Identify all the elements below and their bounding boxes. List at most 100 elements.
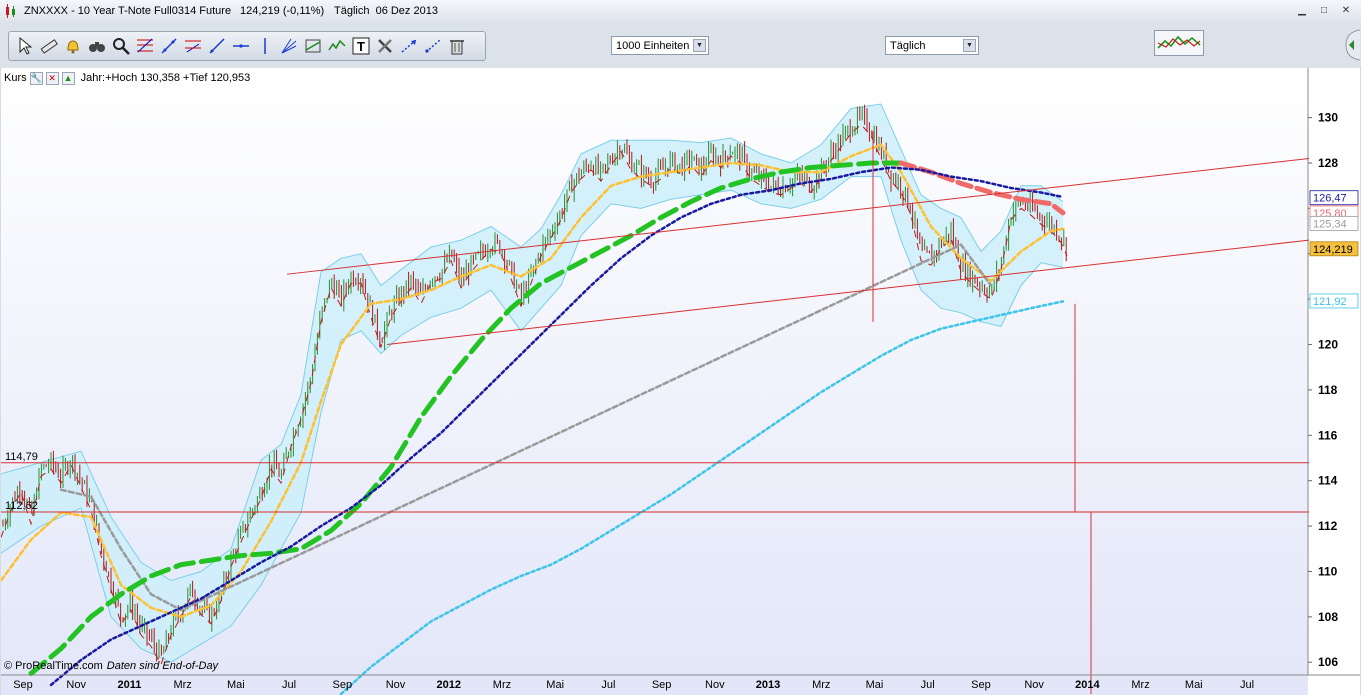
moving-average-dot-cyan	[339, 300, 1065, 695]
instrument-title: ZNXXXX - 10 Year T-Note Full0314 Future	[24, 5, 232, 17]
x-tick-label: Sep	[652, 679, 672, 691]
ruler-icon[interactable]	[37, 34, 60, 58]
x-tick-label: Sep	[971, 679, 991, 691]
minimize-icon[interactable]: ▁	[1298, 5, 1306, 16]
hline-label: 114,79	[5, 451, 38, 463]
trash-icon[interactable]	[445, 34, 468, 58]
x-tick-label: 2012	[436, 679, 460, 691]
trend-line	[386, 239, 1310, 346]
hline-label: 112,62	[5, 500, 38, 512]
units-select[interactable]: 1000 Einheiten ▼	[611, 36, 709, 55]
price-chart[interactable]: 114,79 112,62 106 108 110 112 114 116 118 120 128 1…	[1, 68, 1360, 695]
regression-icon[interactable]	[301, 34, 324, 58]
y-tick-label: 106	[1318, 655, 1338, 669]
price-badge-label: 121,92	[1313, 296, 1347, 308]
hline-icon[interactable]	[229, 34, 252, 58]
close-panel-icon[interactable]: ✕	[45, 71, 59, 85]
candlestick-app-icon	[6, 4, 15, 18]
x-tick-label: Mrz	[173, 679, 191, 691]
x-tick-label: 2014	[1075, 679, 1100, 691]
vline-icon[interactable]	[253, 34, 276, 58]
svg-text:T: T	[357, 39, 365, 54]
segment-icon[interactable]	[205, 34, 228, 58]
chevron-down-icon[interactable]: ▼	[963, 39, 976, 52]
moving-average-dot-navy	[49, 166, 1065, 687]
moving-average-dash-gray	[59, 243, 993, 612]
x-tick-label: Nov	[705, 679, 725, 691]
cursor-icon[interactable]	[13, 34, 36, 58]
ma-fast-red	[1, 123, 1068, 666]
drawing-toolbar: T 1000 Einheiten ▼ Täglich ▼	[0, 22, 1361, 69]
price-change: 124,219 (-0,11%)	[240, 5, 325, 17]
price-badge	[1309, 241, 1359, 257]
bollinger-upper	[1, 103, 1064, 582]
channel-icon[interactable]	[181, 34, 204, 58]
x-tick-label: Mrz	[812, 679, 830, 691]
x-tick-label: Mrz	[493, 679, 511, 691]
maximize-icon[interactable]: □	[1320, 5, 1328, 16]
range-text: Jahr:+Hoch 130,358 +Tief 120,953	[80, 72, 251, 84]
tool-group: T	[8, 31, 486, 61]
x-tick-label: Mai	[546, 679, 564, 691]
indicators-icon[interactable]	[1154, 30, 1204, 56]
bollinger-lower	[1, 176, 1064, 663]
chart-area[interactable]: 114,79 112,62 106 108 110 112 114 116 118 120 128 1…	[1, 68, 1360, 695]
wrench-icon[interactable]: 🔧	[29, 71, 43, 85]
x-tick-label: Nov	[386, 679, 406, 691]
footer-note: © ProRealTime.com Daten sind End-of-Day	[4, 660, 218, 672]
price-badge	[1309, 190, 1359, 206]
x-tick-label: Jul	[282, 679, 296, 691]
price-badge-label: 126,47	[1313, 193, 1347, 205]
x-tick-label: Jul	[601, 679, 615, 691]
arrows2-icon[interactable]	[421, 34, 444, 58]
y-axis-background	[1308, 68, 1360, 695]
chevron-down-icon[interactable]: ▼	[693, 39, 706, 52]
line-icon[interactable]	[157, 34, 180, 58]
x-tick-label: Mai	[866, 679, 884, 691]
y-tick-label: 112	[1318, 519, 1338, 533]
trend-line	[286, 157, 1310, 275]
fan-icon[interactable]	[277, 34, 300, 58]
period-select[interactable]: Täglich ▼	[885, 36, 979, 55]
price-badge	[1309, 215, 1359, 231]
y-tick-label: 118	[1318, 383, 1338, 397]
bollinger-band	[1, 104, 1063, 663]
x-tick-label: Mrz	[1131, 679, 1149, 691]
units-select-value: 1000 Einheiten	[616, 40, 690, 52]
x-tick-label: Jul	[921, 679, 935, 691]
x-tick-label: Nov	[1024, 679, 1044, 691]
title-bar: ZNXXXX - 10 Year T-Note Full0314 Future …	[0, 0, 1361, 23]
y-tick-label: 116	[1318, 428, 1338, 442]
move-up-icon[interactable]: ▲	[61, 71, 75, 85]
binoculars-icon[interactable]	[85, 34, 108, 58]
panel-toggle-icon[interactable]	[1340, 28, 1360, 62]
alarm-icon[interactable]	[61, 34, 84, 58]
y-tick-label: 110	[1318, 564, 1338, 578]
moving-average-dash-green	[28, 160, 904, 677]
price-badge-label: 124,219	[1313, 244, 1353, 256]
zoom-icon[interactable]	[109, 34, 132, 58]
wave-icon[interactable]	[325, 34, 348, 58]
x-tick-label: 2011	[117, 679, 141, 691]
fibonacci-icon[interactable]	[133, 34, 156, 58]
text-icon[interactable]: T	[349, 34, 372, 58]
price-badge-label: 125,34	[1313, 218, 1347, 230]
price-badge	[1309, 293, 1359, 309]
y-tick-label: 128	[1318, 156, 1338, 170]
x-tick-label: 2013	[756, 679, 780, 691]
tools-icon[interactable]	[373, 34, 396, 58]
x-tick-label: Jul	[1240, 679, 1254, 691]
copyright-text: © ProRealTime.com	[4, 660, 103, 672]
price-bars	[2, 104, 1067, 662]
close-icon[interactable]: ✕	[1341, 5, 1351, 16]
y-tick-label: 108	[1318, 610, 1338, 624]
y-tick-label: 130	[1318, 111, 1338, 125]
price-legend: Kurs 🔧 ✕ ▲ Jahr:+Hoch 130,358 +Tief 120,…	[4, 70, 250, 86]
arrows-icon[interactable]	[397, 34, 420, 58]
x-tick-label: Nov	[66, 679, 86, 691]
x-tick-label: Mai	[227, 679, 245, 691]
period-select-value: Täglich	[890, 40, 926, 52]
period-date: Täglich 06 Dez 2013	[334, 5, 438, 17]
y-tick-label: 120	[1318, 338, 1338, 352]
x-tick-label: Mai	[1185, 679, 1203, 691]
